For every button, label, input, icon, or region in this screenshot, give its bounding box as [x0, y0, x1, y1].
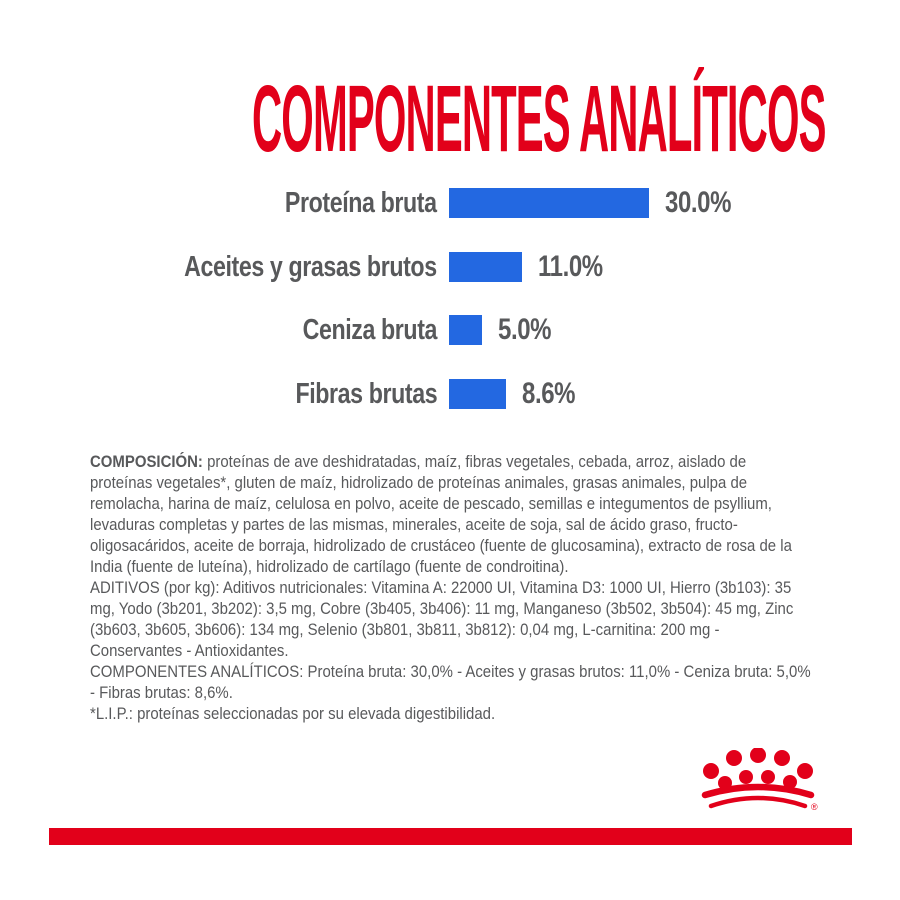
chart-row: Aceites y grasas brutos 11.0% — [0, 252, 900, 282]
composition-label: COMPOSICIÓN: — [90, 452, 203, 471]
chart-bar — [449, 315, 482, 345]
analytical-components-paragraph: COMPONENTES ANALÍTICOS: Proteína bruta: … — [90, 662, 811, 702]
chart-category-label: Aceites y grasas brutos — [184, 251, 437, 283]
chart-category-label: Proteína bruta — [285, 187, 437, 219]
composition-paragraph: COMPOSICIÓN: proteínas de ave deshidrata… — [90, 451, 813, 577]
lip-footnote: *L.I.P.: proteínas seleccionadas por su … — [90, 704, 496, 723]
chart-value-label: 30.0% — [665, 186, 732, 219]
chart-row: Fibras brutas 8.6% — [0, 379, 900, 409]
registered-trademark-symbol: ® — [811, 802, 818, 812]
chart-bar — [449, 252, 522, 282]
chart-value-label: 11.0% — [538, 250, 603, 283]
chart-value-label: 5.0% — [498, 313, 552, 346]
chart-bar — [449, 379, 506, 409]
additives-paragraph: ADITIVOS (por kg): Aditivos nutricionale… — [90, 578, 794, 660]
chart-row: Ceniza bruta 5.0% — [0, 315, 900, 345]
bar-chart: Proteína bruta 30.0% Aceites y grasas brut… — [0, 188, 900, 443]
footer-red-bar — [49, 828, 852, 845]
composition-text: proteínas de ave deshidratadas, maíz, fi… — [90, 452, 792, 576]
chart-value-label: 8.6% — [522, 377, 576, 410]
chart-category-label: Fibras brutas — [295, 378, 437, 410]
crown-arcs — [701, 783, 815, 809]
crown-dots — [703, 748, 813, 790]
royal-canin-crown-logo: ® — [701, 748, 818, 812]
page-title: COMPONENTES ANALÍTICOS — [252, 66, 826, 172]
ingredients-text-block: COMPOSICIÓN: proteínas de ave deshidrata… — [90, 451, 813, 724]
chart-bar — [449, 188, 649, 218]
chart-row: Proteína bruta 30.0% — [0, 188, 900, 218]
chart-category-label: Ceniza bruta — [302, 314, 438, 346]
